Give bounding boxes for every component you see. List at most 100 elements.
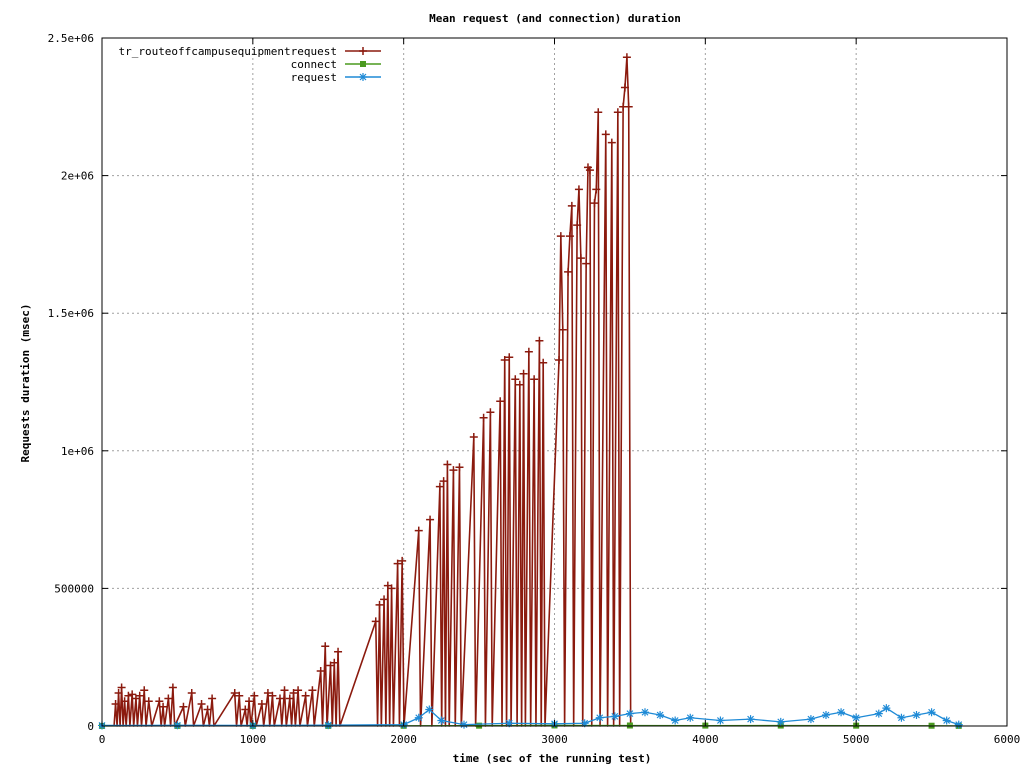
legend-entry: connect <box>291 58 381 71</box>
data-point <box>321 642 330 651</box>
y-tick-label: 500000 <box>54 582 94 595</box>
x-tick-label: 6000 <box>994 733 1021 746</box>
data-point <box>285 694 294 703</box>
data-point <box>380 595 389 604</box>
data-point <box>135 691 144 700</box>
data-point <box>375 600 384 609</box>
data-point <box>565 232 574 241</box>
data-point <box>179 702 188 711</box>
data-point <box>671 716 680 725</box>
data-point <box>294 686 303 695</box>
data-point <box>576 254 585 263</box>
data-point <box>927 708 936 717</box>
x-tick-label: 5000 <box>843 733 870 746</box>
data-point <box>168 683 177 692</box>
y-tick-label: 2.5e+06 <box>48 32 94 45</box>
data-point <box>208 694 217 703</box>
chart-title: Mean request (and connection) duration <box>429 12 681 25</box>
data-point <box>203 705 212 714</box>
series-tr-routeoffcampusequipmentrequest <box>111 53 633 727</box>
data-point <box>308 686 317 695</box>
legend-label: request <box>291 71 337 84</box>
data-point <box>120 697 129 706</box>
data-point <box>164 694 173 703</box>
y-tick-label: 1e+06 <box>61 445 94 458</box>
data-point <box>245 697 254 706</box>
data-point <box>128 690 137 699</box>
y-tick-label: 2e+06 <box>61 170 94 183</box>
data-point <box>573 221 582 230</box>
series-line-tr-routeoffcampusequipmentrequest <box>113 56 632 727</box>
data-point <box>435 482 444 491</box>
data-point <box>556 232 565 241</box>
data-point <box>582 259 591 268</box>
data-point <box>414 526 423 535</box>
data-point <box>398 556 407 565</box>
data-point <box>439 477 448 486</box>
grid-layer <box>102 38 1007 726</box>
data-point <box>874 709 883 718</box>
data-point <box>371 617 380 626</box>
legend-entry: tr_routeoffcampusequipmentrequest <box>118 45 381 58</box>
data-point <box>912 710 921 719</box>
data-point <box>519 369 528 378</box>
data-point <box>622 53 631 62</box>
data-point <box>187 688 196 697</box>
series-request <box>98 704 963 730</box>
data-point <box>592 185 601 194</box>
data-point <box>486 408 495 417</box>
data-point <box>746 715 755 724</box>
data-point <box>942 716 951 725</box>
data-point <box>558 325 567 334</box>
data-point <box>387 584 396 593</box>
x-tick-label: 2000 <box>390 733 417 746</box>
data-point <box>897 713 906 722</box>
data-point <box>324 721 333 730</box>
data-point <box>535 336 544 345</box>
x-tick-label: 3000 <box>541 733 568 746</box>
data-point <box>111 699 120 708</box>
data-point <box>250 691 259 700</box>
data-point <box>594 108 603 117</box>
data-point <box>625 709 634 718</box>
data-point <box>641 708 649 717</box>
data-point <box>656 710 665 719</box>
data-point <box>716 716 725 725</box>
legend-marker <box>359 73 367 81</box>
data-point <box>500 355 509 364</box>
legend-entry: request <box>291 71 381 84</box>
legend-marker <box>360 61 366 67</box>
data-point <box>268 691 277 700</box>
data-point <box>837 708 846 717</box>
data-point <box>585 166 594 175</box>
data-point <box>590 199 599 208</box>
data-point <box>567 201 576 210</box>
data-point <box>505 353 514 362</box>
y-tick-label: 1.5e+06 <box>48 307 94 320</box>
plot-frame <box>101 37 1008 727</box>
data-point <box>479 413 488 422</box>
data-point <box>316 666 325 675</box>
data-point <box>954 720 963 729</box>
data-point <box>852 713 861 722</box>
data-point <box>469 433 478 442</box>
data-point <box>144 697 153 706</box>
data-point <box>257 699 266 708</box>
data-point <box>555 355 564 364</box>
data-point <box>882 704 891 713</box>
legend-marker <box>359 47 367 55</box>
data-point <box>197 699 206 708</box>
x-tick-label: 0 <box>99 733 106 746</box>
data-point <box>235 691 244 700</box>
data-point <box>580 719 589 728</box>
series-layer <box>98 53 963 730</box>
data-point <box>155 697 164 706</box>
data-point <box>437 716 446 725</box>
data-point <box>443 460 452 469</box>
data-point <box>301 691 310 700</box>
data-point <box>624 102 633 111</box>
data-point <box>334 647 343 656</box>
data-point <box>289 688 298 697</box>
data-point <box>524 347 533 356</box>
